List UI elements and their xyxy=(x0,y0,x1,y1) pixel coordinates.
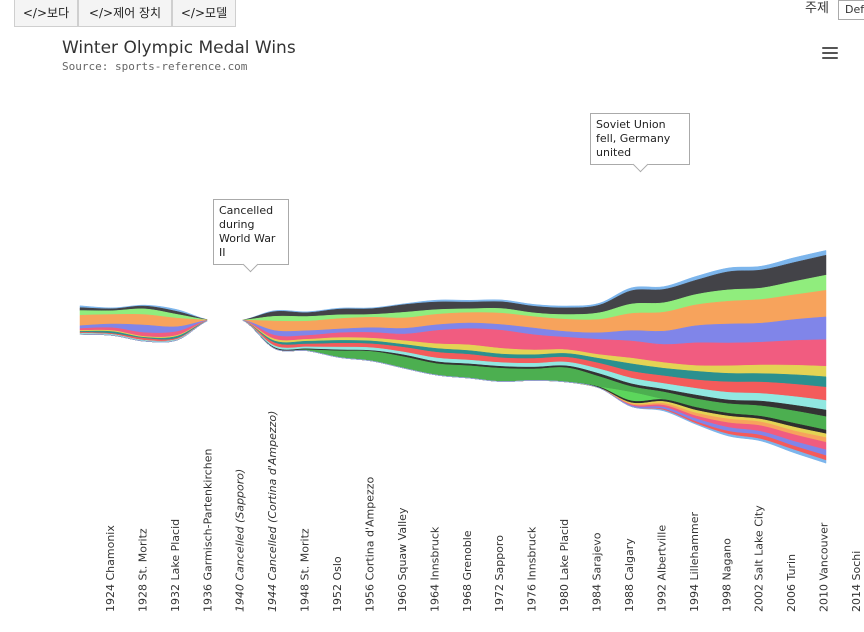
x-tick-label: 1960 Squaw Valley xyxy=(396,507,409,612)
annotation-callout: Cancelled during World War II xyxy=(213,199,289,273)
x-tick-label: 1944 Cancelled (Cortina d'Ampezzo) xyxy=(266,411,279,612)
tab-bar: </>보다 </>제어 장치 </>모델 xyxy=(0,0,864,28)
x-tick-label: 1984 Sarajevo xyxy=(591,532,604,612)
x-tick-label: 1998 Nagano xyxy=(720,538,733,612)
x-tick-label: 1928 St. Moritz xyxy=(136,528,149,612)
annotation-callout: Soviet Union fell, Germany united xyxy=(590,113,690,173)
x-tick-label: 1948 St. Moritz xyxy=(299,528,312,612)
x-tick-label: 1940 Cancelled (Sapporo) xyxy=(234,469,247,612)
x-tick-label: 1956 Cortina d'Ampezzo xyxy=(364,476,377,612)
x-tick-label: 2014 Sochi xyxy=(850,551,863,612)
x-tick-label: 1952 Oslo xyxy=(331,556,344,612)
x-tick-label: 1988 Calgary xyxy=(623,538,636,612)
x-tick-label: 1980 Lake Placid xyxy=(558,519,571,612)
tab-view[interactable]: </>보다 xyxy=(14,0,78,27)
tab-model[interactable]: </>모델 xyxy=(172,0,236,27)
x-tick-label: 1976 Innsbruck xyxy=(526,526,539,612)
x-tick-label: 1968 Grenoble xyxy=(461,530,474,612)
x-tick-label: 1992 Albertville xyxy=(655,525,668,612)
x-tick-label: 1932 Lake Placid xyxy=(169,519,182,612)
x-tick-label: 1994 Lillehammer xyxy=(688,512,701,612)
chart-subtitle: Source: sports-reference.com xyxy=(62,60,248,73)
theme-select[interactable]: Def xyxy=(838,0,864,20)
stream-layers xyxy=(79,250,827,464)
x-tick-label: 1972 Sapporo xyxy=(493,535,506,612)
chart-title: Winter Olympic Medal Wins xyxy=(62,38,296,58)
annotation-text: Soviet Union fell, Germany united xyxy=(596,118,671,159)
x-tick-label: 1964 Innsbruck xyxy=(428,526,441,612)
annotation-text: Cancelled during World War II xyxy=(219,204,276,259)
tab-controls[interactable]: </>제어 장치 xyxy=(78,0,172,27)
x-tick-label: 2010 Vancouver xyxy=(818,522,831,612)
x-tick-label: 1924 Chamonix xyxy=(104,525,117,612)
x-tick-label: 2006 Turin xyxy=(785,554,798,612)
theme-label: 주제 xyxy=(805,1,829,16)
hamburger-menu-icon[interactable] xyxy=(822,47,838,61)
x-tick-label: 1936 Garmisch-Partenkirchen xyxy=(201,448,214,612)
x-tick-label: 2002 Salt Lake City xyxy=(753,505,766,612)
stream-layer-19[interactable] xyxy=(79,316,827,464)
